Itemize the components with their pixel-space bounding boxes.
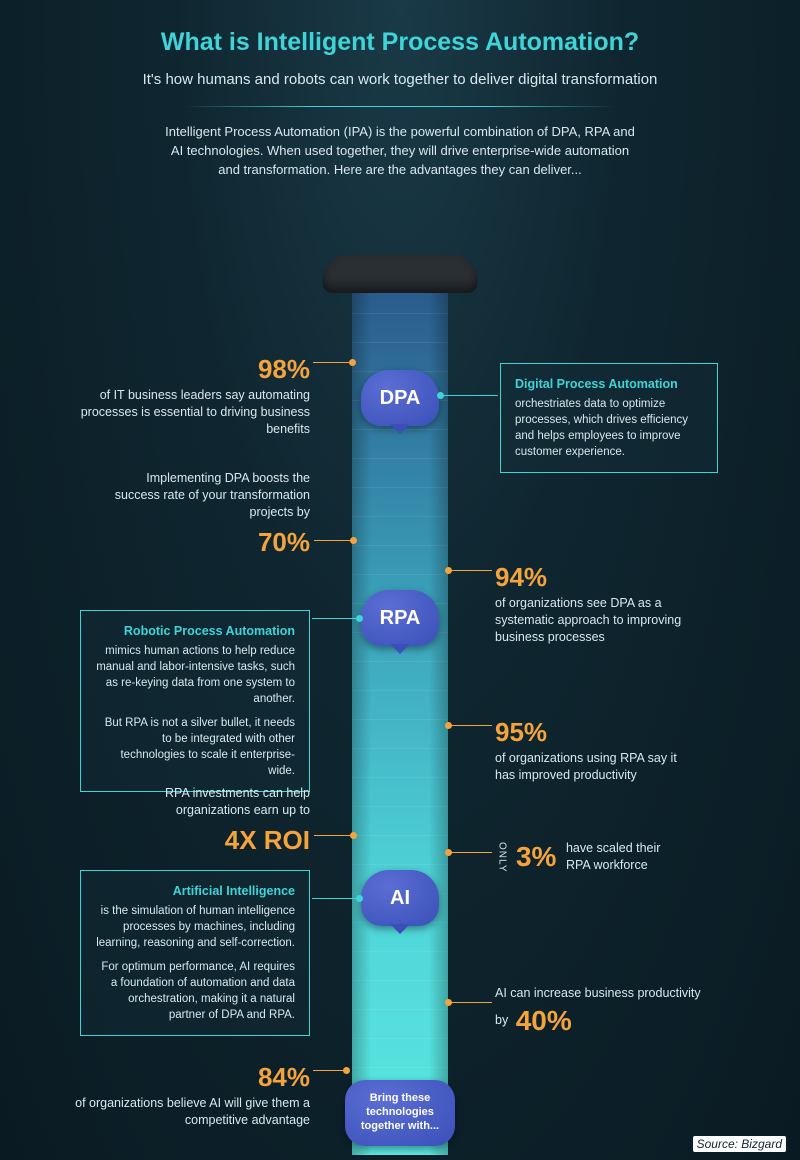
connector — [448, 1002, 492, 1003]
connector — [314, 540, 354, 541]
bubble-rpa: RPA — [361, 590, 439, 646]
stat-4x-lead: RPA investments can help organizations e… — [165, 786, 310, 817]
header: What is Intelligent Process Automation? … — [0, 0, 800, 194]
connector — [313, 1070, 347, 1071]
defbox-rpa-body2: But RPA is not a silver bullet, it needs… — [95, 715, 295, 779]
stat-84: 84% of organizations believe AI will giv… — [70, 1060, 310, 1129]
stat-3-text: have scaled their RPA workforce — [566, 840, 676, 874]
stat-3-value: 3% — [516, 841, 556, 872]
defbox-rpa-body1: mimics human actions to help reduce manu… — [95, 643, 295, 707]
defbox-ai-body2: For optimum performance, AI requires a f… — [95, 959, 295, 1023]
stat-70-value: 70% — [110, 525, 310, 560]
stat-94-value: 94% — [495, 560, 710, 595]
defbox-ai-heading: Artificial Intelligence — [95, 883, 295, 901]
bubble-dpa: DPA — [361, 370, 439, 426]
intro-text: Intelligent Process Automation (IPA) is … — [160, 123, 640, 180]
beam-cap — [323, 255, 478, 293]
defbox-ai: Artificial Intelligence is the simulatio… — [80, 870, 310, 1036]
stat-3: ONLY 3% have scaled their RPA workforce — [495, 838, 725, 876]
page-subtitle: It's how humans and robots can work toge… — [50, 71, 750, 88]
defbox-rpa-heading: Robotic Process Automation — [95, 623, 295, 641]
stat-70: Implementing DPA boosts the success rate… — [110, 470, 310, 560]
connector — [312, 618, 360, 619]
defbox-dpa-heading: Digital Process Automation — [515, 376, 703, 394]
stat-40-value: 40% — [516, 1005, 572, 1036]
stat-98: 98% of IT business leaders say automatin… — [60, 352, 310, 438]
stat-84-value: 84% — [70, 1060, 310, 1095]
divider — [185, 106, 615, 107]
stat-98-value: 98% — [60, 352, 310, 387]
defbox-rpa: Robotic Process Automation mimics human … — [80, 610, 310, 792]
bubble-rpa-label: RPA — [380, 607, 421, 630]
bubble-final-label: Bring these technologies together with..… — [351, 1092, 449, 1133]
connector — [448, 852, 492, 853]
stat-95: 95% of organizations using RPA say it ha… — [495, 715, 695, 784]
bubble-final: Bring these technologies together with..… — [345, 1080, 455, 1146]
stat-94-text: of organizations see DPA as a systematic… — [495, 596, 681, 644]
connector — [314, 835, 354, 836]
defbox-dpa: Digital Process Automation orchestriates… — [500, 363, 718, 473]
bubble-ai: AI — [361, 870, 439, 926]
stat-4x: RPA investments can help organizations e… — [110, 785, 310, 858]
stat-84-text: of organizations believe AI will give th… — [75, 1096, 310, 1127]
stat-94: 94% of organizations see DPA as a system… — [495, 560, 710, 646]
connector — [440, 395, 498, 396]
stat-98-text: of IT business leaders say automating pr… — [81, 388, 310, 436]
stat-95-value: 95% — [495, 715, 695, 750]
stat-70-lead: Implementing DPA boosts the success rate… — [115, 471, 310, 519]
bubble-ai-label: AI — [390, 887, 410, 910]
defbox-ai-body1: is the simulation of human intelligence … — [95, 903, 295, 951]
stat-4x-value: 4X ROI — [110, 823, 310, 858]
stat-95-text: of organizations using RPA say it has im… — [495, 751, 677, 782]
connector — [448, 725, 492, 726]
connector — [312, 898, 360, 899]
stat-3-prefix: ONLY — [495, 842, 509, 873]
source-attribution: Source: Bizgard — [693, 1136, 786, 1152]
defbox-dpa-body: orchestriates data to optimize processes… — [515, 398, 688, 458]
bubble-dpa-label: DPA — [380, 387, 421, 410]
stat-40: AI can increase business productivity by… — [495, 985, 710, 1040]
page-title: What is Intelligent Process Automation? — [50, 28, 750, 57]
connector — [313, 362, 353, 363]
connector — [448, 570, 492, 571]
